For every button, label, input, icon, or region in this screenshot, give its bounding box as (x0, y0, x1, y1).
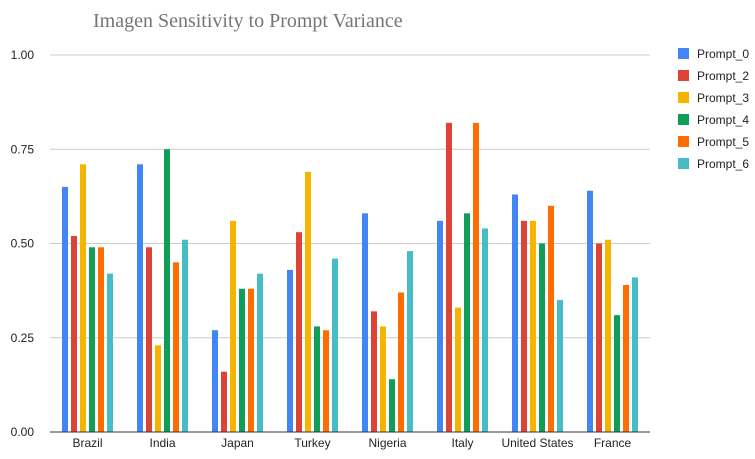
bar (623, 284, 629, 432)
bar (371, 311, 377, 432)
bar (605, 239, 611, 432)
bar (539, 243, 545, 432)
axes: 0.00 0.25 0.50 0.75 1.00 Brazil India Japan Turk… (11, 48, 650, 450)
bar (212, 330, 218, 432)
bar (221, 371, 227, 432)
legend-label: Prompt_0 (697, 47, 749, 61)
legend-swatch (678, 70, 689, 81)
bar (548, 205, 554, 432)
bar (512, 194, 518, 432)
bar (146, 247, 152, 432)
y-tick-label: 0.25 (11, 331, 35, 345)
bar (521, 220, 527, 432)
bar (455, 307, 461, 432)
legend-label: Prompt_4 (697, 113, 749, 127)
legend-label: Prompt_6 (697, 157, 749, 171)
bar (314, 326, 320, 432)
legend-swatch (678, 114, 689, 125)
x-tick-label: Nigeria (368, 436, 406, 450)
bar (446, 122, 452, 433)
bar (482, 228, 488, 432)
bar (323, 330, 329, 432)
bar (632, 277, 638, 432)
bar (389, 379, 395, 432)
bar (239, 288, 245, 432)
bar (182, 239, 188, 432)
bar (89, 247, 95, 432)
x-tick-label: France (594, 436, 632, 450)
bar (464, 213, 470, 432)
y-tick-label: 0.50 (11, 237, 35, 251)
x-tick-label: Italy (451, 436, 473, 450)
x-tick-label: Brazil (72, 436, 102, 450)
bar (407, 251, 413, 432)
y-tick-label: 1.00 (11, 48, 35, 62)
bar (557, 300, 563, 432)
bar (173, 262, 179, 432)
bar (137, 164, 143, 432)
y-tick-label: 0.75 (11, 142, 35, 156)
bar (71, 235, 77, 432)
bar (257, 273, 263, 432)
bar (380, 326, 386, 432)
x-tick-label: United States (501, 436, 573, 450)
y-tick-label: 0.00 (11, 425, 35, 439)
bar (107, 273, 113, 432)
bar (305, 171, 311, 432)
bar (587, 190, 593, 432)
bar (287, 269, 293, 432)
bar (164, 149, 170, 432)
bar (530, 220, 536, 432)
bars (62, 122, 638, 433)
bar (437, 220, 443, 432)
bar (230, 220, 236, 432)
legend-swatch (678, 48, 689, 59)
bar (596, 243, 602, 432)
bar (362, 213, 368, 432)
bar (473, 122, 479, 433)
bar (155, 345, 161, 432)
legend-label: Prompt_5 (697, 135, 749, 149)
bar (62, 186, 68, 432)
x-tick-label: Japan (221, 436, 254, 450)
legend-swatch (678, 136, 689, 147)
bar (332, 258, 338, 432)
legend-label: Prompt_3 (697, 91, 749, 105)
legend-label: Prompt_2 (697, 69, 749, 83)
chart-title: Imagen Sensitivity to Prompt Variance (93, 10, 403, 32)
bar (80, 164, 86, 432)
bar (248, 288, 254, 432)
x-tick-label: India (149, 436, 175, 450)
bar (398, 292, 404, 432)
legend: Prompt_0 Prompt_2 Prompt_3 Prompt_4 Prompt_5… (678, 47, 749, 171)
legend-swatch (678, 92, 689, 103)
x-tick-label: Turkey (294, 436, 330, 450)
bar (614, 315, 620, 432)
bar (296, 232, 302, 432)
bar (98, 247, 104, 432)
legend-swatch (678, 158, 689, 169)
